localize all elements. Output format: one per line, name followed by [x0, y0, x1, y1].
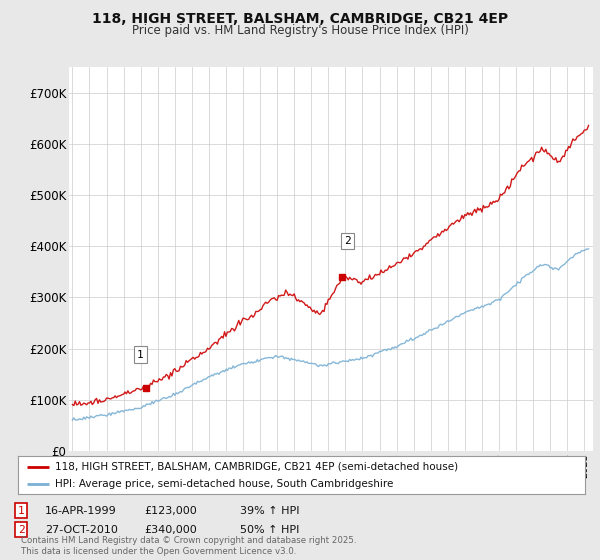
- Text: HPI: Average price, semi-detached house, South Cambridgeshire: HPI: Average price, semi-detached house,…: [55, 479, 393, 489]
- Text: 2: 2: [17, 525, 25, 535]
- Text: £340,000: £340,000: [144, 525, 197, 535]
- Text: £123,000: £123,000: [144, 506, 197, 516]
- Text: 16-APR-1999: 16-APR-1999: [45, 506, 117, 516]
- Text: 50% ↑ HPI: 50% ↑ HPI: [240, 525, 299, 535]
- Text: 39% ↑ HPI: 39% ↑ HPI: [240, 506, 299, 516]
- Text: 118, HIGH STREET, BALSHAM, CAMBRIDGE, CB21 4EP (semi-detached house): 118, HIGH STREET, BALSHAM, CAMBRIDGE, CB…: [55, 461, 458, 472]
- Text: 1: 1: [17, 506, 25, 516]
- Text: Price paid vs. HM Land Registry's House Price Index (HPI): Price paid vs. HM Land Registry's House …: [131, 24, 469, 36]
- Text: 1: 1: [137, 349, 144, 360]
- Text: 27-OCT-2010: 27-OCT-2010: [45, 525, 118, 535]
- Text: Contains HM Land Registry data © Crown copyright and database right 2025.
This d: Contains HM Land Registry data © Crown c…: [21, 536, 356, 556]
- Text: 118, HIGH STREET, BALSHAM, CAMBRIDGE, CB21 4EP: 118, HIGH STREET, BALSHAM, CAMBRIDGE, CB…: [92, 12, 508, 26]
- Text: 2: 2: [344, 236, 351, 246]
